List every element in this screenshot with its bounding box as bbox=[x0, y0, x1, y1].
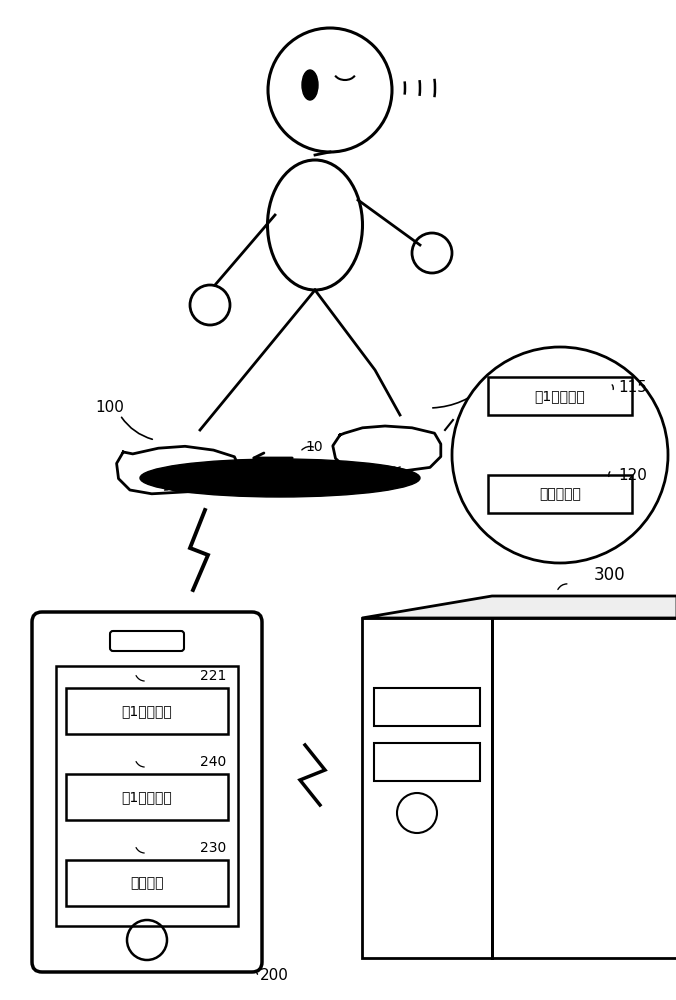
Bar bbox=[362, 618, 492, 958]
Bar bbox=[374, 688, 480, 726]
FancyBboxPatch shape bbox=[32, 612, 262, 972]
Text: 200: 200 bbox=[260, 968, 289, 983]
Text: 第1接收部件: 第1接收部件 bbox=[122, 704, 172, 718]
Bar bbox=[66, 860, 228, 906]
Text: 100: 100 bbox=[95, 399, 124, 414]
Text: 120: 120 bbox=[618, 468, 647, 483]
Text: 提示部件: 提示部件 bbox=[130, 876, 164, 890]
Ellipse shape bbox=[140, 459, 420, 497]
Bar bbox=[488, 377, 632, 415]
Text: 10: 10 bbox=[305, 440, 322, 454]
Text: 第1记忆部件: 第1记忆部件 bbox=[122, 790, 172, 804]
Text: 100: 100 bbox=[490, 370, 519, 385]
Text: 第1发送部件: 第1发送部件 bbox=[535, 389, 585, 403]
Ellipse shape bbox=[302, 70, 318, 100]
Bar bbox=[66, 688, 228, 734]
Bar bbox=[56, 666, 238, 926]
Circle shape bbox=[452, 347, 668, 563]
FancyBboxPatch shape bbox=[110, 631, 184, 651]
Text: 230: 230 bbox=[199, 841, 226, 855]
Text: 240: 240 bbox=[199, 755, 226, 769]
Bar bbox=[488, 475, 632, 513]
Polygon shape bbox=[362, 596, 676, 618]
Text: 传感器部件: 传感器部件 bbox=[539, 487, 581, 501]
Text: 221: 221 bbox=[199, 669, 226, 683]
Text: 115: 115 bbox=[618, 379, 647, 394]
Bar bbox=[66, 774, 228, 820]
Bar bbox=[374, 743, 480, 781]
Text: 300: 300 bbox=[594, 566, 625, 584]
Bar bbox=[492, 618, 676, 958]
